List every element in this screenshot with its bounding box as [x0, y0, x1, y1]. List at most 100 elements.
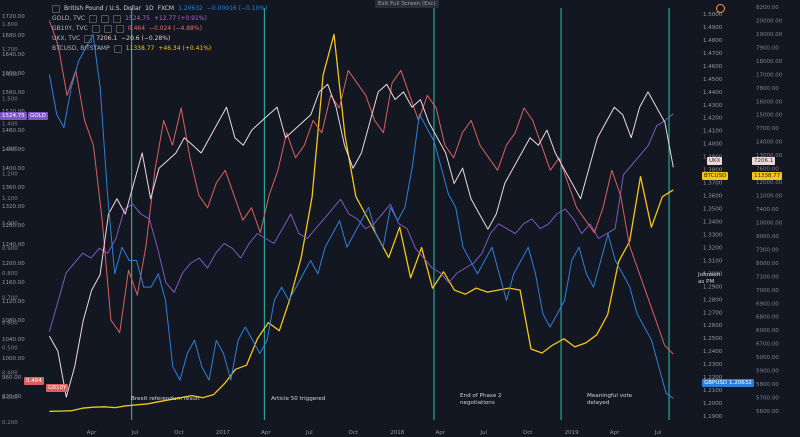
time-axis-tick: Oct — [349, 430, 359, 436]
legend-title-row[interactable]: British Pound / U.S. Dollar 1D FXCM 1.20… — [52, 4, 267, 14]
legend-row-btc[interactable]: BTCUSD, BITSTAMP 11338.77 +46.34 (+0.41%… — [52, 44, 267, 54]
gb10y-label-tag: GB10Y — [46, 384, 69, 392]
right2-axis-tick: 5800.00 — [756, 382, 779, 388]
legend-change: −20.6 (−0.28%) — [121, 35, 171, 42]
ukx-value-tag: 7206.1 — [752, 157, 776, 165]
right2-axis-tick: 6700.00 — [756, 342, 779, 348]
left2-axis-tick: 1.500 — [2, 97, 18, 103]
annotation-brexit: Brexit referendum result — [131, 396, 200, 402]
left2-axis-tick: 0.500 — [2, 345, 18, 351]
left-axis-tick: 1400.00 — [2, 166, 25, 172]
legend-name: GB10Y, TVC — [52, 25, 88, 32]
symbol-price: 1.20632 — [178, 5, 203, 12]
right-axis-tick: 1.3200 — [703, 245, 723, 251]
clock-icon[interactable] — [716, 4, 725, 13]
right-axis-tick: 1.4200 — [703, 116, 723, 122]
left-axis-tick: 1640.00 — [2, 52, 25, 58]
right2-axis-tick: 9000.00 — [756, 234, 779, 240]
annotation-article50: Article 50 triggered — [271, 396, 326, 402]
right2-axis-tick: 5700.00 — [756, 396, 779, 402]
right-axis-tick: 1.4800 — [703, 38, 723, 44]
right2-axis-tick: 7400.00 — [756, 207, 779, 213]
gbpusd-series-line — [48, 34, 674, 399]
legend-name: UKX, TVC — [52, 35, 81, 42]
symbol-change: −0.00916 (−0.10%) — [206, 5, 268, 12]
settings-icon[interactable] — [101, 15, 110, 23]
right2-axis-tick: 6800.00 — [756, 315, 779, 321]
left2-axis-tick: 1.600 — [2, 72, 18, 78]
right2-axis-tick: 5000.00 — [756, 355, 779, 361]
right-axis-tick: 1.3700 — [703, 181, 723, 187]
right-axis-tick: 1.2500 — [703, 336, 723, 342]
time-axis-tick: Apr — [610, 430, 620, 436]
left-axis-tick: 960.00 — [2, 375, 22, 381]
right2-axis-tick: 7900.00 — [756, 45, 779, 51]
gold-series-line — [48, 113, 674, 332]
legend-value: 7206.1 — [96, 35, 118, 42]
left2-axis-tick: 0.900 — [2, 246, 18, 252]
right-axis-tick: 1.2600 — [703, 323, 723, 329]
left-axis-tick: 1480.00 — [2, 128, 25, 134]
legend-name: BTCUSD, BITSTAMP — [52, 45, 110, 52]
left-axis-tick: 1040.00 — [2, 337, 25, 343]
eye-icon[interactable] — [113, 45, 122, 53]
settings-icon[interactable] — [103, 25, 112, 33]
gbpusd-value-tag: 1.20632 — [727, 379, 754, 387]
left-axis-tick: 1720.00 — [2, 14, 25, 20]
right-axis-tick: 1.3100 — [703, 258, 723, 264]
ukx-label-tag: UKX — [707, 157, 723, 165]
legend-row-gold[interactable]: GOLD, TVC 1524.75 +12.77 (+0.91%) — [52, 14, 267, 24]
left-axis-tick: 1200.00 — [2, 261, 25, 267]
eye-icon[interactable] — [89, 15, 98, 23]
right-axis-tick: 1.3800 — [703, 168, 723, 174]
close-icon[interactable] — [115, 25, 124, 33]
right2-axis-tick: 14000.00 — [756, 140, 783, 146]
gb10y-series-line — [48, 20, 674, 355]
annotation-vote-line2: delayed — [587, 400, 610, 406]
exit-fullscreen-button[interactable]: Exit Full Screen (Esc) — [375, 0, 439, 8]
eye-icon[interactable] — [84, 35, 93, 43]
right-axis-tick: 1.2400 — [703, 349, 723, 355]
right2-axis-tick: 18000.00 — [756, 59, 783, 65]
right-axis-tick: 1.4700 — [703, 51, 723, 57]
time-axis-tick: 2018 — [390, 430, 404, 436]
close-icon[interactable] — [113, 15, 122, 23]
right2-axis-tick: 20000.00 — [756, 18, 783, 24]
legend-row-ukx[interactable]: UKX, TVC 7206.1 −20.6 (−0.28%) — [52, 34, 267, 44]
right-axis-tick: 1.5000 — [703, 12, 723, 18]
collapse-icon[interactable] — [52, 5, 60, 13]
annotation-johnson-line2: as PM — [698, 279, 715, 285]
annotation-phase2-line2: negotiations — [460, 400, 495, 406]
right-axis-tick: 1.3400 — [703, 219, 723, 225]
left2-axis-tick: 1.400 — [2, 122, 18, 128]
right2-axis-tick: 5900.00 — [756, 369, 779, 375]
left-axis-tick: 1440.00 — [2, 147, 25, 153]
right-axis-tick: 1.4300 — [703, 103, 723, 109]
annotation-vote-line1: Meaningful vote — [587, 393, 633, 399]
right-axis-tick: 1.3300 — [703, 232, 723, 238]
right2-axis-tick: 7000.00 — [756, 288, 779, 294]
legend-row-gb10y[interactable]: GB10Y, TVC 0.464 −0.024 (−4.88%) — [52, 24, 267, 34]
left-axis-tick: 1560.00 — [2, 90, 25, 96]
right-axis-tick: 1.4500 — [703, 77, 723, 83]
legend-value: 11338.77 — [125, 45, 155, 52]
right-axis-tick: 1.4000 — [703, 142, 723, 148]
left-axis-tick: 1600.00 — [2, 71, 25, 77]
time-axis-tick: 2017 — [216, 430, 230, 436]
symbol-name: British Pound / U.S. Dollar — [64, 5, 142, 12]
left-axis-tick: 1240.00 — [2, 242, 25, 248]
right2-axis-tick: 7300.00 — [756, 247, 779, 253]
right-axis-tick: 1.4400 — [703, 90, 723, 96]
right-axis-tick: 1.4600 — [703, 64, 723, 70]
left-axis-tick: 1120.00 — [2, 299, 25, 305]
legend-change: −0.024 (−4.88%) — [149, 25, 202, 32]
left-axis-tick: 1160.00 — [2, 280, 25, 286]
eye-icon[interactable] — [91, 25, 100, 33]
right-axis-tick: 1.1900 — [703, 414, 723, 420]
time-axis-tick: Oct — [174, 430, 184, 436]
legend-value: 0.464 — [127, 25, 146, 32]
right2-axis-tick: 7100.00 — [756, 274, 779, 280]
left-axis-tick: 1320.00 — [2, 204, 25, 210]
